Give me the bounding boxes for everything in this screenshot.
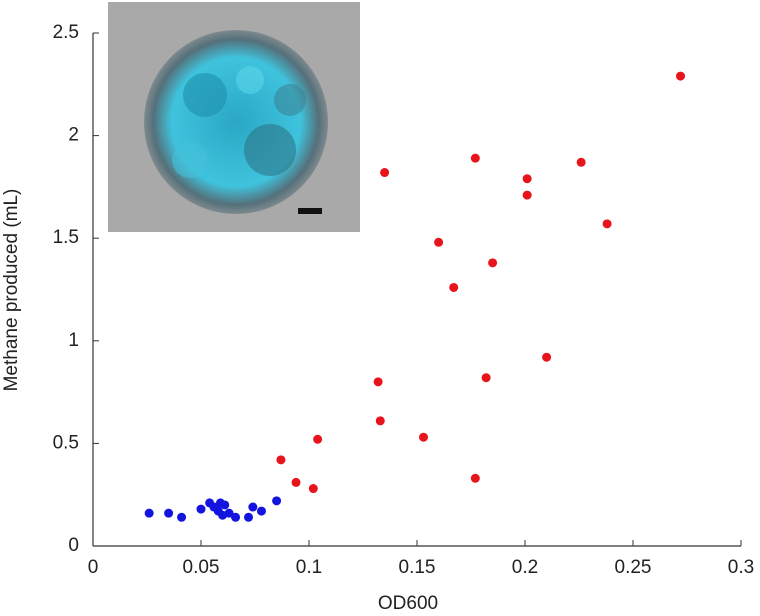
- point: [676, 71, 686, 81]
- point: [488, 258, 498, 268]
- point: [164, 508, 174, 518]
- x-tick-label: 0.15: [399, 557, 436, 578]
- point: [375, 416, 385, 426]
- x-tick-label: 0.05: [183, 557, 220, 578]
- y-tick-label: 2: [68, 125, 79, 146]
- point: [481, 373, 491, 383]
- y-tick-label: 0: [68, 535, 79, 556]
- point: [308, 484, 318, 494]
- point: [276, 455, 286, 465]
- point: [196, 504, 206, 514]
- point: [220, 500, 230, 510]
- point: [177, 512, 187, 522]
- point: [244, 512, 254, 522]
- point: [449, 282, 459, 292]
- point: [434, 237, 444, 247]
- point: [542, 352, 552, 362]
- point: [272, 496, 282, 506]
- x-tick-label: 0.3: [728, 557, 754, 578]
- x-tick-label: 0: [88, 557, 99, 578]
- inset-image: [108, 2, 360, 232]
- point: [470, 153, 480, 163]
- point: [291, 477, 301, 487]
- y-axis-label: Methane produced (mL): [1, 189, 22, 392]
- x-tick-label: 0.1: [296, 557, 322, 578]
- point: [522, 174, 532, 184]
- point: [470, 473, 480, 483]
- point: [218, 510, 228, 520]
- x-tick-label: 0.2: [512, 557, 538, 578]
- point: [313, 434, 323, 444]
- y-tick-label: 1: [68, 330, 79, 351]
- point: [231, 512, 241, 522]
- point: [576, 157, 586, 167]
- point: [373, 377, 383, 387]
- point: [602, 219, 612, 229]
- x-tick-label: 0.25: [615, 557, 652, 578]
- point: [380, 168, 390, 178]
- point: [256, 506, 266, 516]
- y-tick-label: 2.5: [53, 22, 79, 43]
- x-axis-label: OD600: [378, 593, 438, 614]
- point: [248, 502, 258, 512]
- point: [144, 508, 154, 518]
- y-tick-label: 1.5: [53, 227, 79, 248]
- point: [522, 190, 532, 200]
- point: [418, 432, 428, 442]
- y-tick-label: 0.5: [53, 432, 79, 453]
